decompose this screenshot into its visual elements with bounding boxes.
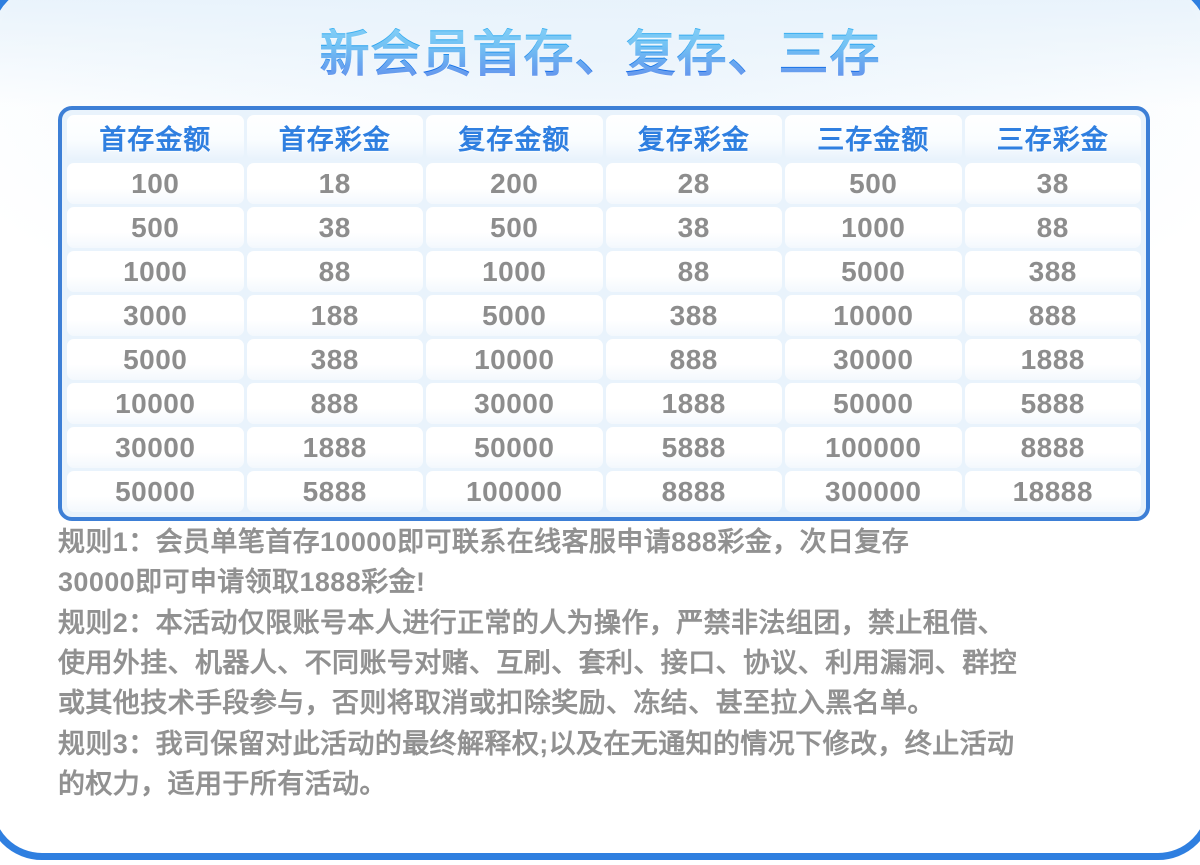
table-row: 500 38 500 38 1000 88 bbox=[67, 207, 1141, 248]
cell-first-deposit-amount: 1000 bbox=[67, 251, 244, 292]
cell-second-deposit-bonus: 1888 bbox=[605, 383, 782, 424]
cell-first-deposit-amount: 100 bbox=[67, 163, 244, 204]
column-header-third-deposit-amount: 三存金额 bbox=[785, 115, 962, 160]
cell-first-deposit-bonus: 388 bbox=[246, 339, 423, 380]
cell-first-deposit-amount: 3000 bbox=[67, 295, 244, 336]
cell-third-deposit-bonus: 888 bbox=[964, 295, 1141, 336]
table-row: 5000 388 10000 888 30000 1888 bbox=[67, 339, 1141, 380]
cell-first-deposit-amount: 500 bbox=[67, 207, 244, 248]
cell-third-deposit-bonus: 8888 bbox=[964, 427, 1141, 468]
cell-second-deposit-amount: 100000 bbox=[426, 471, 603, 512]
cell-first-deposit-amount: 5000 bbox=[67, 339, 244, 380]
cell-second-deposit-bonus: 88 bbox=[605, 251, 782, 292]
column-header-first-deposit-amount: 首存金额 bbox=[67, 115, 244, 160]
table-row: 10000 888 30000 1888 50000 5888 bbox=[67, 383, 1141, 424]
cell-second-deposit-bonus: 28 bbox=[605, 163, 782, 204]
table-header-row: 首存金额 首存彩金 复存金额 复存彩金 三存金额 三存彩金 bbox=[67, 115, 1141, 160]
cell-second-deposit-bonus: 5888 bbox=[605, 427, 782, 468]
column-header-second-deposit-amount: 复存金额 bbox=[426, 115, 603, 160]
table-row: 30000 1888 50000 5888 100000 8888 bbox=[67, 427, 1141, 468]
bonus-table: 首存金额 首存彩金 复存金额 复存彩金 三存金额 三存彩金 100 18 200… bbox=[64, 112, 1144, 515]
rules-section: 规则1：会员单笔首存10000即可联系在线客服申请888彩金，次日复存 3000… bbox=[58, 523, 1148, 803]
table-row: 3000 188 5000 388 10000 888 bbox=[67, 295, 1141, 336]
column-header-third-deposit-bonus: 三存彩金 bbox=[964, 115, 1141, 160]
bonus-table-container: 首存金额 首存彩金 复存金额 复存彩金 三存金额 三存彩金 100 18 200… bbox=[58, 106, 1150, 521]
cell-first-deposit-bonus: 88 bbox=[246, 251, 423, 292]
rule-line: 规则3：我司保留对此活动的最终解释权;以及在无通知的情况下修改，终止活动 bbox=[58, 728, 1015, 759]
rule-line: 规则2：本活动仅限账号本人进行正常的人为操作，严禁非法组团，禁止租借、 bbox=[58, 607, 1006, 638]
cell-second-deposit-amount: 200 bbox=[426, 163, 603, 204]
cell-first-deposit-bonus: 38 bbox=[246, 207, 423, 248]
cell-first-deposit-bonus: 188 bbox=[246, 295, 423, 336]
cell-second-deposit-bonus: 38 bbox=[605, 207, 782, 248]
rule-line: 规则1：会员单笔首存10000即可联系在线客服申请888彩金，次日复存 bbox=[58, 527, 910, 557]
column-header-second-deposit-bonus: 复存彩金 bbox=[605, 115, 782, 160]
page-title-container: 新会员首存、复存、三存 bbox=[0, 28, 1200, 81]
rule-line: 的权力，适用于所有活动。 bbox=[58, 768, 387, 799]
cell-third-deposit-bonus: 38 bbox=[964, 163, 1141, 204]
table-row: 50000 5888 100000 8888 300000 18888 bbox=[67, 471, 1141, 512]
cell-second-deposit-bonus: 388 bbox=[605, 295, 782, 336]
cell-third-deposit-amount: 500 bbox=[785, 163, 962, 204]
cell-third-deposit-amount: 1000 bbox=[785, 207, 962, 248]
bonus-table-head: 首存金额 首存彩金 复存金额 复存彩金 三存金额 三存彩金 bbox=[67, 115, 1141, 160]
cell-third-deposit-amount: 300000 bbox=[785, 471, 962, 512]
cell-third-deposit-amount: 30000 bbox=[785, 339, 962, 380]
cell-second-deposit-amount: 1000 bbox=[426, 251, 603, 292]
cell-first-deposit-amount: 50000 bbox=[67, 471, 244, 512]
column-header-first-deposit-bonus: 首存彩金 bbox=[246, 115, 423, 160]
cell-first-deposit-bonus: 888 bbox=[246, 383, 423, 424]
page-title: 新会员首存、复存、三存 bbox=[319, 26, 881, 82]
rule-line: 或其他技术手段参与，否则将取消或扣除奖励、冻结、甚至拉入黑名单。 bbox=[58, 688, 935, 719]
table-row: 100 18 200 28 500 38 bbox=[67, 163, 1141, 204]
cell-first-deposit-bonus: 1888 bbox=[246, 427, 423, 468]
cell-third-deposit-bonus: 18888 bbox=[964, 471, 1141, 512]
cell-second-deposit-amount: 10000 bbox=[426, 339, 603, 380]
rule-line: 使用外挂、机器人、不同账号对赌、互刷、套利、接口、协议、利用漏洞、群控 bbox=[58, 647, 1017, 678]
cell-third-deposit-bonus: 5888 bbox=[964, 383, 1141, 424]
cell-first-deposit-bonus: 5888 bbox=[246, 471, 423, 512]
cell-third-deposit-bonus: 1888 bbox=[964, 339, 1141, 380]
cell-third-deposit-amount: 100000 bbox=[785, 427, 962, 468]
cell-second-deposit-amount: 50000 bbox=[426, 427, 603, 468]
table-row: 1000 88 1000 88 5000 388 bbox=[67, 251, 1141, 292]
cell-third-deposit-amount: 50000 bbox=[785, 383, 962, 424]
rule-line: 30000即可申请领取1888彩金! bbox=[58, 567, 426, 598]
cell-second-deposit-amount: 5000 bbox=[426, 295, 603, 336]
cell-second-deposit-amount: 30000 bbox=[426, 383, 603, 424]
cell-second-deposit-bonus: 8888 bbox=[605, 471, 782, 512]
cell-first-deposit-amount: 30000 bbox=[67, 427, 244, 468]
cell-third-deposit-bonus: 388 bbox=[964, 251, 1141, 292]
cell-third-deposit-bonus: 88 bbox=[964, 207, 1141, 248]
cell-second-deposit-amount: 500 bbox=[426, 207, 603, 248]
cell-third-deposit-amount: 5000 bbox=[785, 251, 962, 292]
bonus-table-body: 100 18 200 28 500 38 500 38 500 38 1000 … bbox=[67, 163, 1141, 512]
cell-first-deposit-bonus: 18 bbox=[246, 163, 423, 204]
cell-second-deposit-bonus: 888 bbox=[605, 339, 782, 380]
cell-first-deposit-amount: 10000 bbox=[67, 383, 244, 424]
cell-third-deposit-amount: 10000 bbox=[785, 295, 962, 336]
